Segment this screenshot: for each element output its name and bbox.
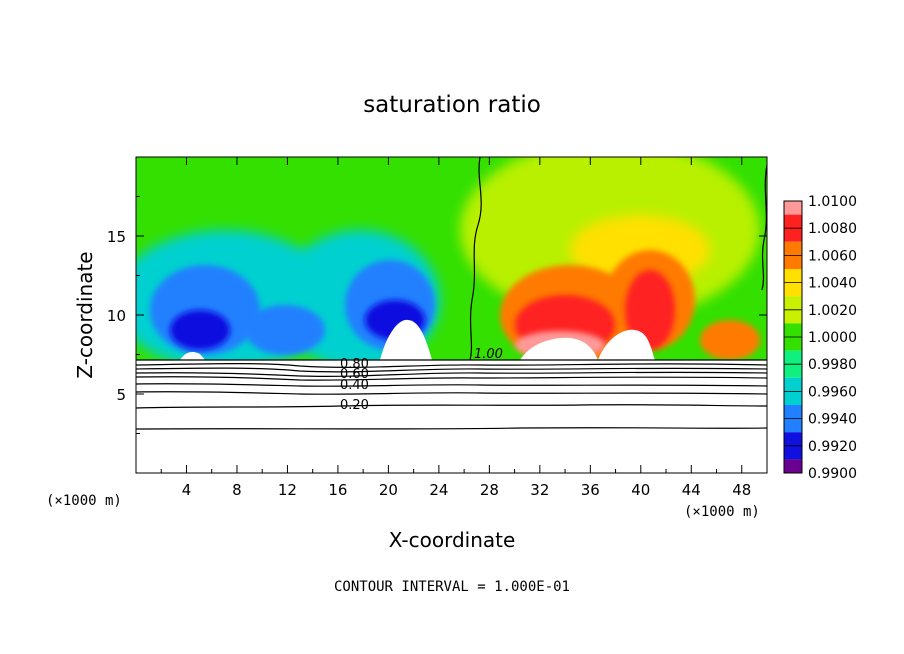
contour-1-00-line bbox=[469, 157, 482, 361]
x-tick-label: 40 bbox=[631, 481, 650, 499]
field-right-red2 bbox=[625, 270, 675, 350]
x-tick-label: 28 bbox=[480, 481, 499, 499]
contour-line-e bbox=[136, 383, 767, 387]
colorbar-swatch bbox=[784, 459, 802, 473]
y-tick-label: 10 bbox=[107, 307, 126, 325]
contour-line-g bbox=[136, 404, 767, 409]
colorbar-label: 1.0080 bbox=[808, 221, 857, 237]
colorbar-label: 0.9980 bbox=[808, 357, 857, 373]
x-tick-label: 48 bbox=[732, 481, 751, 499]
lower-region bbox=[136, 360, 767, 473]
x-tick-label: 20 bbox=[379, 481, 398, 499]
colorbar-label: 1.0060 bbox=[808, 248, 857, 264]
x-axis-label: X-coordinate bbox=[389, 528, 516, 552]
saturation-field bbox=[136, 157, 767, 360]
x-tick-label: 12 bbox=[278, 481, 297, 499]
field-white-small bbox=[180, 352, 205, 360]
contour-label-4: 0.40 bbox=[340, 378, 369, 393]
y-axis-label: Z-coordinate bbox=[73, 251, 97, 378]
contour-line-f bbox=[136, 391, 767, 395]
field-far-right-orange bbox=[700, 320, 760, 360]
x-tick-label: 32 bbox=[530, 481, 549, 499]
y-tick-label: 5 bbox=[116, 386, 126, 404]
x-tick-label: 24 bbox=[429, 481, 448, 499]
contour-label-3: 0.60 bbox=[340, 367, 369, 382]
x-unit-label-left: (×1000 m) bbox=[46, 493, 122, 509]
field-white-left bbox=[380, 319, 432, 360]
contour-lines bbox=[136, 157, 767, 430]
colorbar-label: 1.0040 bbox=[808, 276, 857, 292]
x-axis-ticks: 4 8 12 16 20 24 28 32 36 40 44 48 bbox=[160, 157, 751, 499]
y-axis-ticks: 5 10 15 bbox=[107, 196, 767, 434]
x-tick-label: 4 bbox=[182, 481, 192, 499]
colorbar-label: 0.9920 bbox=[808, 439, 857, 455]
field-white-right2 bbox=[598, 329, 655, 360]
contour-labels: 1.00 0.80 0.60 0.40 0.20 bbox=[340, 347, 503, 413]
colorbar-label: 0.9940 bbox=[808, 412, 857, 428]
x-tick-label: 8 bbox=[232, 481, 242, 499]
field-left-darkblue bbox=[170, 310, 230, 350]
colorbar-label: 0.9900 bbox=[808, 466, 857, 482]
colorbar-label: 1.0020 bbox=[808, 303, 857, 319]
colorbar-swatch bbox=[784, 201, 802, 215]
field-white-right1 bbox=[520, 337, 598, 360]
contour-line-d bbox=[136, 376, 767, 381]
contour-label-5: 0.20 bbox=[340, 398, 369, 413]
contour-line-a bbox=[136, 363, 767, 368]
contour-line-c bbox=[136, 371, 767, 378]
contour-line-b bbox=[136, 367, 767, 373]
field-left-blue2 bbox=[245, 305, 325, 355]
contour-line-h bbox=[136, 427, 767, 430]
chart-title: saturation ratio bbox=[363, 92, 541, 118]
colorbar-label: 1.0100 bbox=[808, 194, 857, 210]
colorbar: 1.0100 1.0080 1.0060 1.0040 1.0020 1.0000 0.99… bbox=[783, 194, 857, 482]
colorbar-label: 1.0000 bbox=[808, 330, 857, 346]
x-tick-label: 36 bbox=[581, 481, 600, 499]
colorbar-label: 0.9960 bbox=[808, 384, 857, 400]
x-unit-label-right: (×1000 m) bbox=[684, 504, 760, 520]
contour-label-2: 0.80 bbox=[340, 357, 369, 372]
contour-label-1: 1.00 bbox=[474, 347, 503, 362]
x-tick-label: 44 bbox=[682, 481, 701, 499]
y-tick-label: 15 bbox=[107, 228, 126, 246]
contour-1-00-line-right bbox=[761, 164, 767, 291]
contour-interval-note: CONTOUR INTERVAL = 1.000E-01 bbox=[334, 579, 570, 595]
x-tick-label: 16 bbox=[328, 481, 347, 499]
